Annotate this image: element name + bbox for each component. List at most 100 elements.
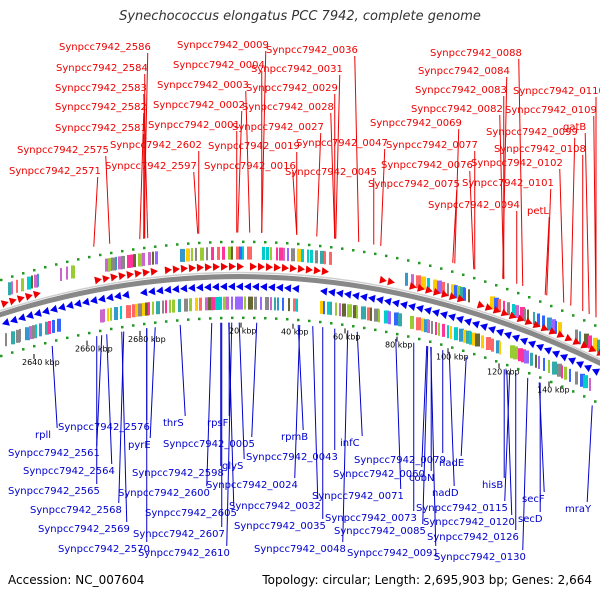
reverse-gene-arrow [408,303,416,311]
track-dot [495,360,498,363]
reverse-gene-label: Synpcc7942_0024 [206,480,298,491]
track-dot [341,323,344,326]
reverse-gene-arrow [328,288,336,297]
track-dot [88,331,91,335]
forward-gene-label: Synpcc7942_0077 [386,140,478,151]
forward-gene-arrow [196,263,204,272]
feature-block [223,296,227,310]
feature-block [496,340,500,354]
leader-line [335,74,341,239]
forward-gene-label: Synpcc7942_0075 [368,179,460,190]
track-dot [242,240,245,244]
forward-gene-label: Synpcc7942_2583 [55,83,147,94]
reverse-gene-label: nadD [432,488,459,499]
feature-block [118,256,123,270]
feature-block [19,328,21,342]
reverse-gene-arrow [376,296,384,305]
track-dot [517,367,520,371]
track-dot [418,261,421,265]
forward-gene-arrow [126,271,134,279]
reverse-gene-arrow [148,287,156,296]
track-dot [187,318,190,321]
feature-block [342,303,346,317]
feature-block [27,276,31,290]
feature-block [513,346,518,360]
reverse-gene-arrow [528,340,536,349]
leader-line [238,322,245,460]
leader-line [251,322,258,438]
feature-block [507,302,510,316]
track-dot [286,318,289,321]
reverse-gene-arrow [496,328,504,337]
forward-gene-arrow [432,287,441,296]
forward-strand-genes [0,262,600,356]
topology-summary: Topology: circular; Length: 2,695,903 bp… [262,573,592,587]
feature-block [199,297,202,311]
track-dot [374,328,377,332]
reverse-gene-label: Synpcc7942_2564 [23,466,115,477]
forward-gene-label: Synpcc7942_0082 [411,104,503,115]
feature-block [152,251,154,265]
forward-gene-labels: Synpcc7942_2586 Synpcc7942_2584 Synpcc7942… [9,40,600,217]
leader-line [593,115,597,318]
track-dot [583,319,586,322]
reverse-gene-arrow [212,282,220,291]
feature-block [329,251,332,265]
reverse-gene-arrow [392,299,400,308]
track-dot [132,248,135,251]
feature-block [433,279,437,293]
reverse-gene-label: pyrE [128,440,151,451]
reverse-gene-arrow [196,283,204,292]
feature-block [277,297,279,311]
forward-gene-arrow [297,264,305,273]
track-dot [187,242,190,245]
track-dot [539,376,542,379]
track-dot [330,322,333,325]
feature-block [211,247,214,261]
leader-line [330,112,336,239]
leader-line [448,351,455,487]
reverse-gene-label: Synpcc7942_0071 [312,491,404,502]
reverse-gene-arrow [352,292,360,300]
reverse-gene-label: Synpcc7942_0091 [347,548,439,559]
outer-dot-track [0,240,597,327]
feature-block [37,273,39,287]
leader-line [316,132,322,237]
feature-block [162,300,164,314]
track-dot [143,246,146,250]
feature-block [416,275,421,289]
feature-block [16,279,18,293]
forward-gene-arrow [257,262,265,271]
feature-block [45,321,49,335]
leader-line [342,330,349,543]
feature-block [437,280,442,294]
forward-gene-label: Synpcc7942_0004 [173,60,265,71]
track-dot [242,316,245,320]
feature-block [189,298,192,312]
leader-line [518,58,524,287]
feature-block [178,299,181,313]
track-dot [440,343,443,346]
feature-block [421,318,425,332]
feature-block [155,251,158,265]
forward-gene-label: Synpcc7942_0028 [242,102,334,113]
forward-gene-label: Synpcc7942_0076 [381,160,473,171]
reverse-feature-track [5,296,591,391]
forward-gene-arrow [456,294,465,303]
feature-block [520,306,525,320]
feature-block [148,252,151,266]
track-dot [11,275,14,278]
reverse-gene-arrow [416,305,424,313]
feature-block [238,296,243,310]
leader-line [93,176,99,247]
reverse-gene-arrow [122,290,130,299]
forward-gene-arrow [102,275,110,283]
feature-block [533,311,535,325]
reverse-gene-arrow [244,282,252,291]
leader-line [586,405,593,503]
track-dot [319,244,322,248]
reverse-gene-label: Synpcc7942_2610 [138,548,230,559]
track-dot [495,284,498,287]
reverse-gene-arrow [552,350,560,358]
track-dot [165,244,168,247]
